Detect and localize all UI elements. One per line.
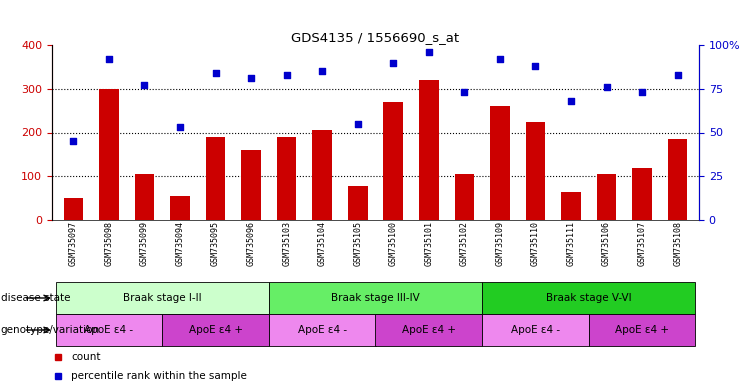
Bar	[162, 314, 269, 346]
Text: count: count	[71, 353, 101, 362]
Text: GSM735104: GSM735104	[318, 221, 327, 266]
Text: GSM735098: GSM735098	[104, 221, 113, 266]
Bar	[632, 167, 652, 220]
Bar	[589, 314, 696, 346]
Bar	[99, 89, 119, 220]
Bar	[269, 314, 376, 346]
Bar	[277, 137, 296, 220]
Point	[565, 98, 577, 104]
Text: GSM735096: GSM735096	[247, 221, 256, 266]
Text: GSM735109: GSM735109	[496, 221, 505, 266]
Point	[637, 89, 648, 95]
Text: genotype/variation: genotype/variation	[1, 325, 100, 335]
Bar	[490, 106, 510, 220]
Text: ApoE ε4 +: ApoE ε4 +	[402, 325, 456, 335]
Text: GSM735110: GSM735110	[531, 221, 540, 266]
Text: GSM735102: GSM735102	[460, 221, 469, 266]
Point	[459, 89, 471, 95]
Text: Braak stage V-VI: Braak stage V-VI	[546, 293, 631, 303]
Text: GSM735108: GSM735108	[673, 221, 682, 266]
Point	[672, 72, 684, 78]
Point	[103, 56, 115, 62]
Text: GSM735111: GSM735111	[567, 221, 576, 266]
Bar	[482, 314, 589, 346]
Bar	[561, 192, 581, 220]
Text: GSM735103: GSM735103	[282, 221, 291, 266]
Bar	[454, 174, 474, 220]
Point	[530, 63, 542, 69]
Bar	[56, 282, 269, 314]
Text: GSM735100: GSM735100	[389, 221, 398, 266]
Text: GSM735095: GSM735095	[211, 221, 220, 266]
Text: ApoE ε4 +: ApoE ε4 +	[615, 325, 669, 335]
Point	[245, 75, 257, 81]
Bar	[64, 198, 83, 220]
Point	[281, 72, 293, 78]
Point	[423, 49, 435, 55]
Text: ApoE ε4 -: ApoE ε4 -	[511, 325, 560, 335]
Text: GSM735106: GSM735106	[602, 221, 611, 266]
Bar	[419, 80, 439, 220]
Text: disease state: disease state	[1, 293, 70, 303]
Text: GSM735107: GSM735107	[637, 221, 647, 266]
Bar	[482, 282, 696, 314]
Point	[601, 84, 613, 90]
Text: ApoE ε4 -: ApoE ε4 -	[84, 325, 133, 335]
Bar	[525, 122, 545, 220]
Bar	[242, 150, 261, 220]
Point	[316, 68, 328, 74]
Bar	[348, 186, 368, 220]
Text: percentile rank within the sample: percentile rank within the sample	[71, 371, 247, 381]
Text: Braak stage III-IV: Braak stage III-IV	[331, 293, 420, 303]
Text: GSM735097: GSM735097	[69, 221, 78, 266]
Text: GSM735099: GSM735099	[140, 221, 149, 266]
Bar	[170, 196, 190, 220]
Bar	[384, 102, 403, 220]
Bar	[668, 139, 688, 220]
Title: GDS4135 / 1556690_s_at: GDS4135 / 1556690_s_at	[291, 31, 459, 44]
Point	[494, 56, 506, 62]
Point	[174, 124, 186, 130]
Bar	[597, 174, 617, 220]
Text: ApoE ε4 -: ApoE ε4 -	[298, 325, 347, 335]
Point	[67, 138, 79, 144]
Text: GSM735105: GSM735105	[353, 221, 362, 266]
Point	[388, 60, 399, 66]
Text: ApoE ε4 +: ApoE ε4 +	[188, 325, 242, 335]
Text: GSM735101: GSM735101	[425, 221, 433, 266]
Point	[352, 121, 364, 127]
Text: Braak stage I-II: Braak stage I-II	[123, 293, 202, 303]
Bar	[313, 130, 332, 220]
Text: GSM735094: GSM735094	[176, 221, 185, 266]
Bar	[376, 314, 482, 346]
Bar	[269, 282, 482, 314]
Bar	[135, 174, 154, 220]
Point	[139, 82, 150, 88]
Point	[210, 70, 222, 76]
Bar	[206, 137, 225, 220]
Bar	[56, 314, 162, 346]
